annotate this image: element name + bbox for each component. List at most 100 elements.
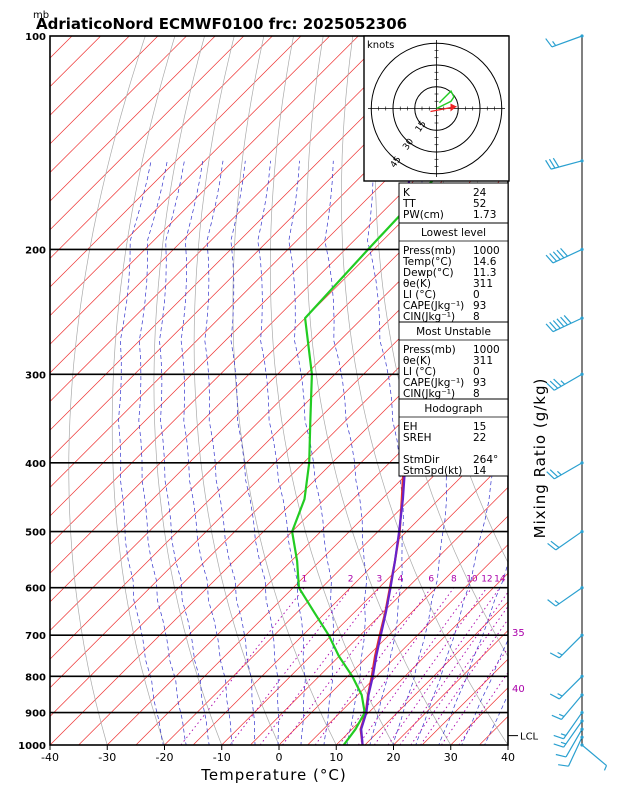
- wind-barb-half-feather: [561, 381, 565, 385]
- most-unstable-heading: Most Unstable: [416, 326, 491, 338]
- isotherm-line: [0, 4, 219, 760]
- wind-barb-feather: [556, 755, 566, 757]
- dry-adiabat: [194, 4, 286, 760]
- isotherm-right-label: 40: [512, 684, 525, 695]
- mixing-ratio-label: 3: [376, 575, 382, 585]
- hodograph-stats-row-label: SREH: [403, 432, 432, 444]
- wind-barb-half-feather: [558, 694, 563, 696]
- wind-barb-staff: [559, 676, 582, 699]
- wind-barb: [546, 34, 584, 47]
- mixing-ratio-label: 14: [494, 575, 506, 585]
- wind-barb-feather: [554, 744, 564, 747]
- most-unstable-row-label: CIN(Jkg⁻¹): [403, 388, 455, 400]
- dry-adiabat: [501, 4, 618, 760]
- pressure-tick-label: 400: [25, 459, 46, 470]
- mixing-ratio-label: 1: [301, 575, 307, 585]
- isotherm-line: [0, 4, 162, 760]
- wind-barb-staff: [554, 374, 582, 390]
- mixing-ratio-label: 8: [451, 575, 457, 585]
- hodograph-stats-row-label: StmSpd(kt): [403, 465, 462, 477]
- lowest-level-heading: Lowest level: [421, 227, 486, 239]
- isotherm-right-label: 35: [512, 628, 525, 639]
- wind-barb-half-feather: [559, 714, 564, 716]
- moist-adiabat: [258, 161, 306, 760]
- isotherm-line: [0, 4, 190, 760]
- pressure-tick-label: 700: [25, 631, 46, 642]
- isotherm-line: [493, 4, 618, 760]
- lowest-level-row-value: 8: [473, 311, 480, 323]
- wind-barb-feather: [554, 735, 564, 738]
- index-row-value: 1.73: [473, 209, 496, 221]
- isotherm-line: [0, 4, 104, 760]
- isotherm-line: [0, 4, 618, 760]
- pressure-tick-label: 500: [25, 528, 46, 539]
- wind-barb: [547, 373, 584, 391]
- pressure-tick-label: 800: [25, 672, 46, 683]
- moist-adiabat: [325, 161, 367, 760]
- isotherm-line: [0, 4, 248, 760]
- x-tick-label: -10: [213, 751, 231, 764]
- wind-barb-feather: [558, 765, 568, 767]
- moist-adiabat: [231, 161, 279, 760]
- lowest-level-row-label: CIN(Jkg⁻¹): [403, 311, 455, 323]
- wind-barb: [546, 158, 584, 169]
- wind-barb: [547, 461, 584, 479]
- pressure-tick-label: 300: [25, 370, 46, 381]
- wind-barb: [546, 248, 584, 263]
- wind-barb-half-feather: [561, 734, 566, 736]
- wind-barb-half-feather: [555, 601, 559, 604]
- mixing-ratio-label: 2: [348, 575, 354, 585]
- wind-barb-staff: [559, 635, 582, 658]
- index-row-label: PW(cm): [403, 209, 444, 221]
- pressure-tick-label: 900: [25, 709, 46, 720]
- wind-barb-half-feather: [558, 652, 563, 654]
- mixing-ratio-line: [260, 588, 379, 745]
- wind-barb-half-feather: [553, 41, 556, 45]
- mixing-ratio-label: 4: [398, 575, 404, 585]
- wind-barb-feather: [550, 694, 559, 699]
- x-tick-label: -20: [156, 751, 174, 764]
- wind-barb: [558, 736, 583, 767]
- dry-adiabat: [69, 4, 157, 760]
- wind-barb: [550, 634, 583, 658]
- wind-barb-feather: [552, 715, 562, 719]
- wind-barb-half-feather: [557, 471, 561, 475]
- mixing-ratio-line: [181, 588, 304, 745]
- x-axis-label: Temperature (°C): [200, 766, 346, 784]
- pressure-tick-label: 1000: [18, 741, 46, 752]
- wind-barb-staff: [552, 36, 582, 47]
- lcl-label: LCL: [520, 732, 539, 743]
- x-tick-label: 30: [444, 751, 458, 764]
- mixing-ratio-label: 10: [466, 575, 478, 585]
- wind-barb-half-feather: [604, 766, 606, 771]
- mixing-ratio-axis-label: Mixing Ratio (g/kg): [531, 378, 549, 539]
- hodograph-stats-row-value: 22: [473, 432, 486, 444]
- pressure-tick-label: 100: [25, 32, 46, 43]
- x-tick-label: -40: [41, 751, 59, 764]
- most-unstable-row-value: 8: [473, 388, 480, 400]
- isotherm-line: [579, 4, 618, 760]
- isotherm-line: [0, 4, 618, 760]
- wind-barb-half-feather: [561, 742, 566, 744]
- isotherm-line: [0, 4, 618, 760]
- x-tick-label: 20: [387, 751, 401, 764]
- wind-barb-feather: [546, 39, 552, 47]
- wind-barb: [548, 530, 584, 550]
- dry-adiabat: [588, 4, 618, 760]
- mixing-ratio-label: 12: [481, 575, 492, 585]
- mixing-ratio-label: 6: [428, 575, 434, 585]
- chart-title: AdriaticoNord ECMWF0100 frc: 2025052306: [36, 15, 407, 33]
- isotherm-line: [0, 4, 362, 760]
- wind-barb-feather: [548, 600, 556, 606]
- x-tick-label: 0: [276, 751, 283, 764]
- pressure-tick-label: 200: [25, 245, 46, 256]
- x-tick-label: 10: [329, 751, 343, 764]
- moist-adiabat: [501, 161, 618, 760]
- isotherm-line: [550, 4, 618, 760]
- mixing-ratio-line: [411, 588, 522, 745]
- x-tick-label: 40: [501, 751, 515, 764]
- wind-barb-staff: [554, 463, 582, 479]
